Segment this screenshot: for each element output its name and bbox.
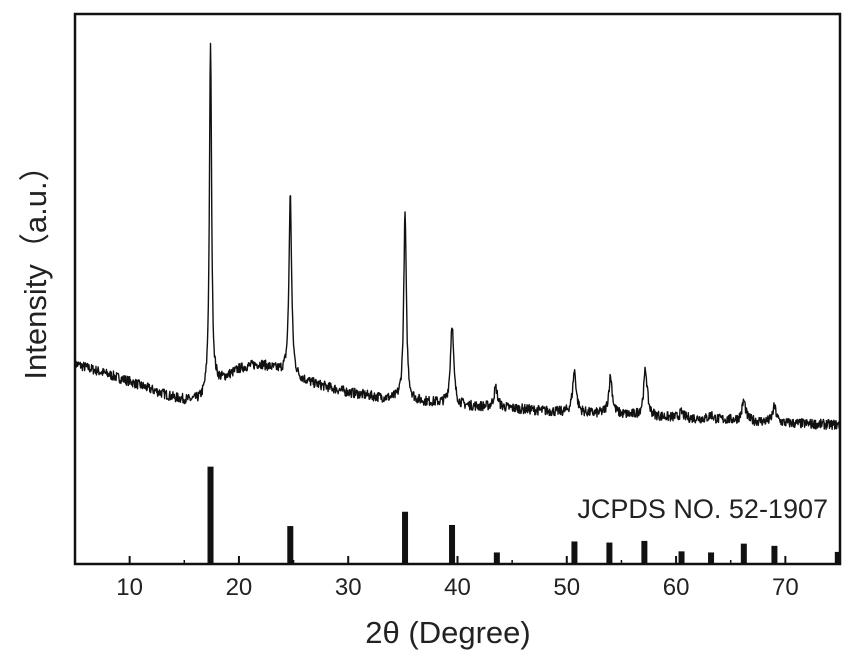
reference-stick	[606, 543, 612, 564]
reference-stick	[449, 525, 455, 564]
reference-stick	[571, 541, 577, 564]
x-tick-label: 30	[335, 574, 362, 601]
x-tick-label: 50	[553, 574, 580, 601]
x-tick-label: 70	[772, 574, 799, 601]
x-tick-label: 20	[226, 574, 253, 601]
reference-stick	[287, 526, 293, 564]
y-axis-title: Intensity（a.u.）	[18, 150, 53, 379]
reference-label: JCPDS NO. 52-1907	[577, 494, 828, 524]
x-tick-label: 60	[663, 574, 690, 601]
x-axis-title: 2θ (Degree)	[365, 615, 530, 650]
reference-stick	[494, 552, 500, 564]
reference-stick	[708, 552, 714, 564]
xrd-pattern-line	[75, 43, 840, 429]
reference-stick	[741, 544, 747, 564]
reference-stick	[208, 467, 214, 564]
reference-stick	[641, 541, 647, 564]
x-tick-label: 40	[444, 574, 471, 601]
reference-stick	[679, 551, 685, 564]
plot-frame	[75, 14, 840, 564]
x-tick-label: 10	[116, 574, 143, 601]
reference-stick	[771, 546, 777, 564]
reference-stick	[402, 512, 408, 564]
